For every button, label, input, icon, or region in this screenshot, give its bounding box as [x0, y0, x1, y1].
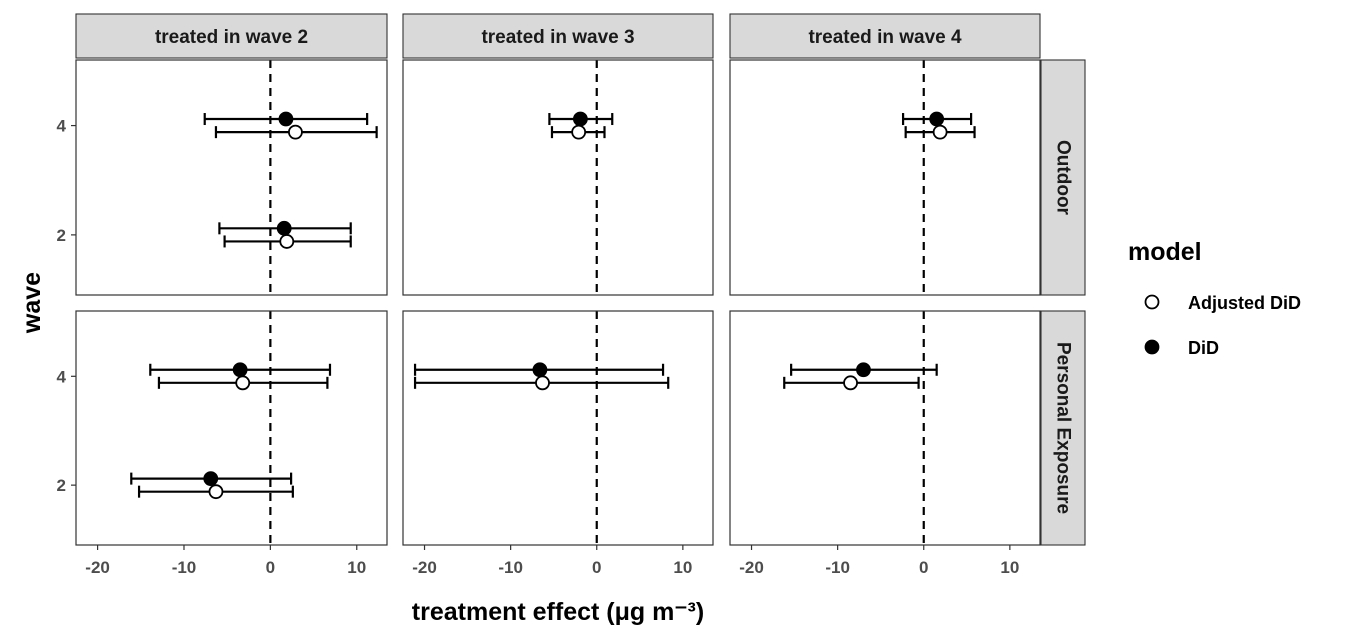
x-tick-label: 0	[919, 558, 928, 577]
legend-entry-label: DiD	[1188, 338, 1219, 358]
point-adjusted-did	[208, 484, 224, 500]
facet-column-strip	[402, 13, 714, 59]
facet-column-strip	[75, 13, 388, 59]
panel-border	[729, 310, 1041, 546]
x-tick-label: -20	[85, 558, 110, 577]
facet-row-label: Outdoor	[1053, 140, 1074, 216]
point-adjusted-did	[932, 124, 948, 140]
point-did	[532, 362, 548, 378]
point-did	[929, 111, 945, 127]
point-adjusted-did	[288, 124, 303, 140]
facet-row-strip	[1040, 310, 1086, 546]
x-tick-label: 0	[592, 558, 601, 577]
facet-column-strip	[729, 13, 1041, 59]
panel-background	[730, 311, 1040, 545]
x-tick-label: -20	[412, 558, 437, 577]
y-tick-label: 2	[57, 226, 66, 245]
facet-row-strip	[1040, 59, 1086, 296]
point-did	[572, 111, 588, 127]
x-tick-label: -10	[825, 558, 850, 577]
legend-key-adjusted-did	[1144, 294, 1160, 310]
point-did	[856, 362, 871, 378]
point-adjusted-did	[279, 234, 295, 249]
facet-column-label: treated in wave 4	[808, 27, 962, 48]
y-tick-label: 4	[57, 117, 67, 136]
panel-background	[730, 60, 1040, 295]
panel-background	[76, 60, 387, 295]
x-tick-label: 10	[673, 558, 692, 577]
x-tick-label: 10	[347, 558, 366, 577]
y-tick-label: 4	[57, 367, 67, 386]
x-tick-label: 10	[1000, 558, 1019, 577]
point-did	[232, 362, 248, 378]
point-adjusted-did	[843, 375, 858, 391]
x-tick-label: -10	[172, 558, 197, 577]
point-adjusted-did	[235, 375, 251, 391]
panel-border	[402, 59, 714, 296]
point-did	[276, 220, 292, 236]
point-adjusted-did	[535, 375, 550, 391]
panel-background	[76, 311, 387, 545]
x-tick-label: 0	[266, 558, 275, 577]
point-adjusted-did	[571, 124, 587, 140]
x-tick-label: -10	[498, 558, 523, 577]
x-axis-title: treatment effect (μg m⁻³)	[412, 598, 704, 626]
panel-border	[402, 310, 714, 546]
facet-column-label: treated in wave 3	[481, 27, 634, 48]
facet-column-label: treated in wave 2	[155, 27, 308, 48]
panel-background	[403, 311, 713, 545]
legend-title: model	[1128, 238, 1202, 266]
point-did	[278, 111, 294, 127]
point-did	[203, 471, 219, 487]
y-axis-title: wave	[18, 272, 46, 334]
legend-key-did	[1144, 339, 1160, 355]
x-tick-label: -20	[739, 558, 764, 577]
panel-border	[729, 59, 1041, 296]
y-tick-label: 2	[57, 476, 66, 495]
panel-background	[403, 60, 713, 295]
panel-border	[75, 59, 388, 296]
legend-entry-label: Adjusted DiD	[1188, 293, 1301, 313]
panel-border	[75, 310, 388, 546]
facet-row-label: Personal Exposure	[1053, 342, 1074, 514]
